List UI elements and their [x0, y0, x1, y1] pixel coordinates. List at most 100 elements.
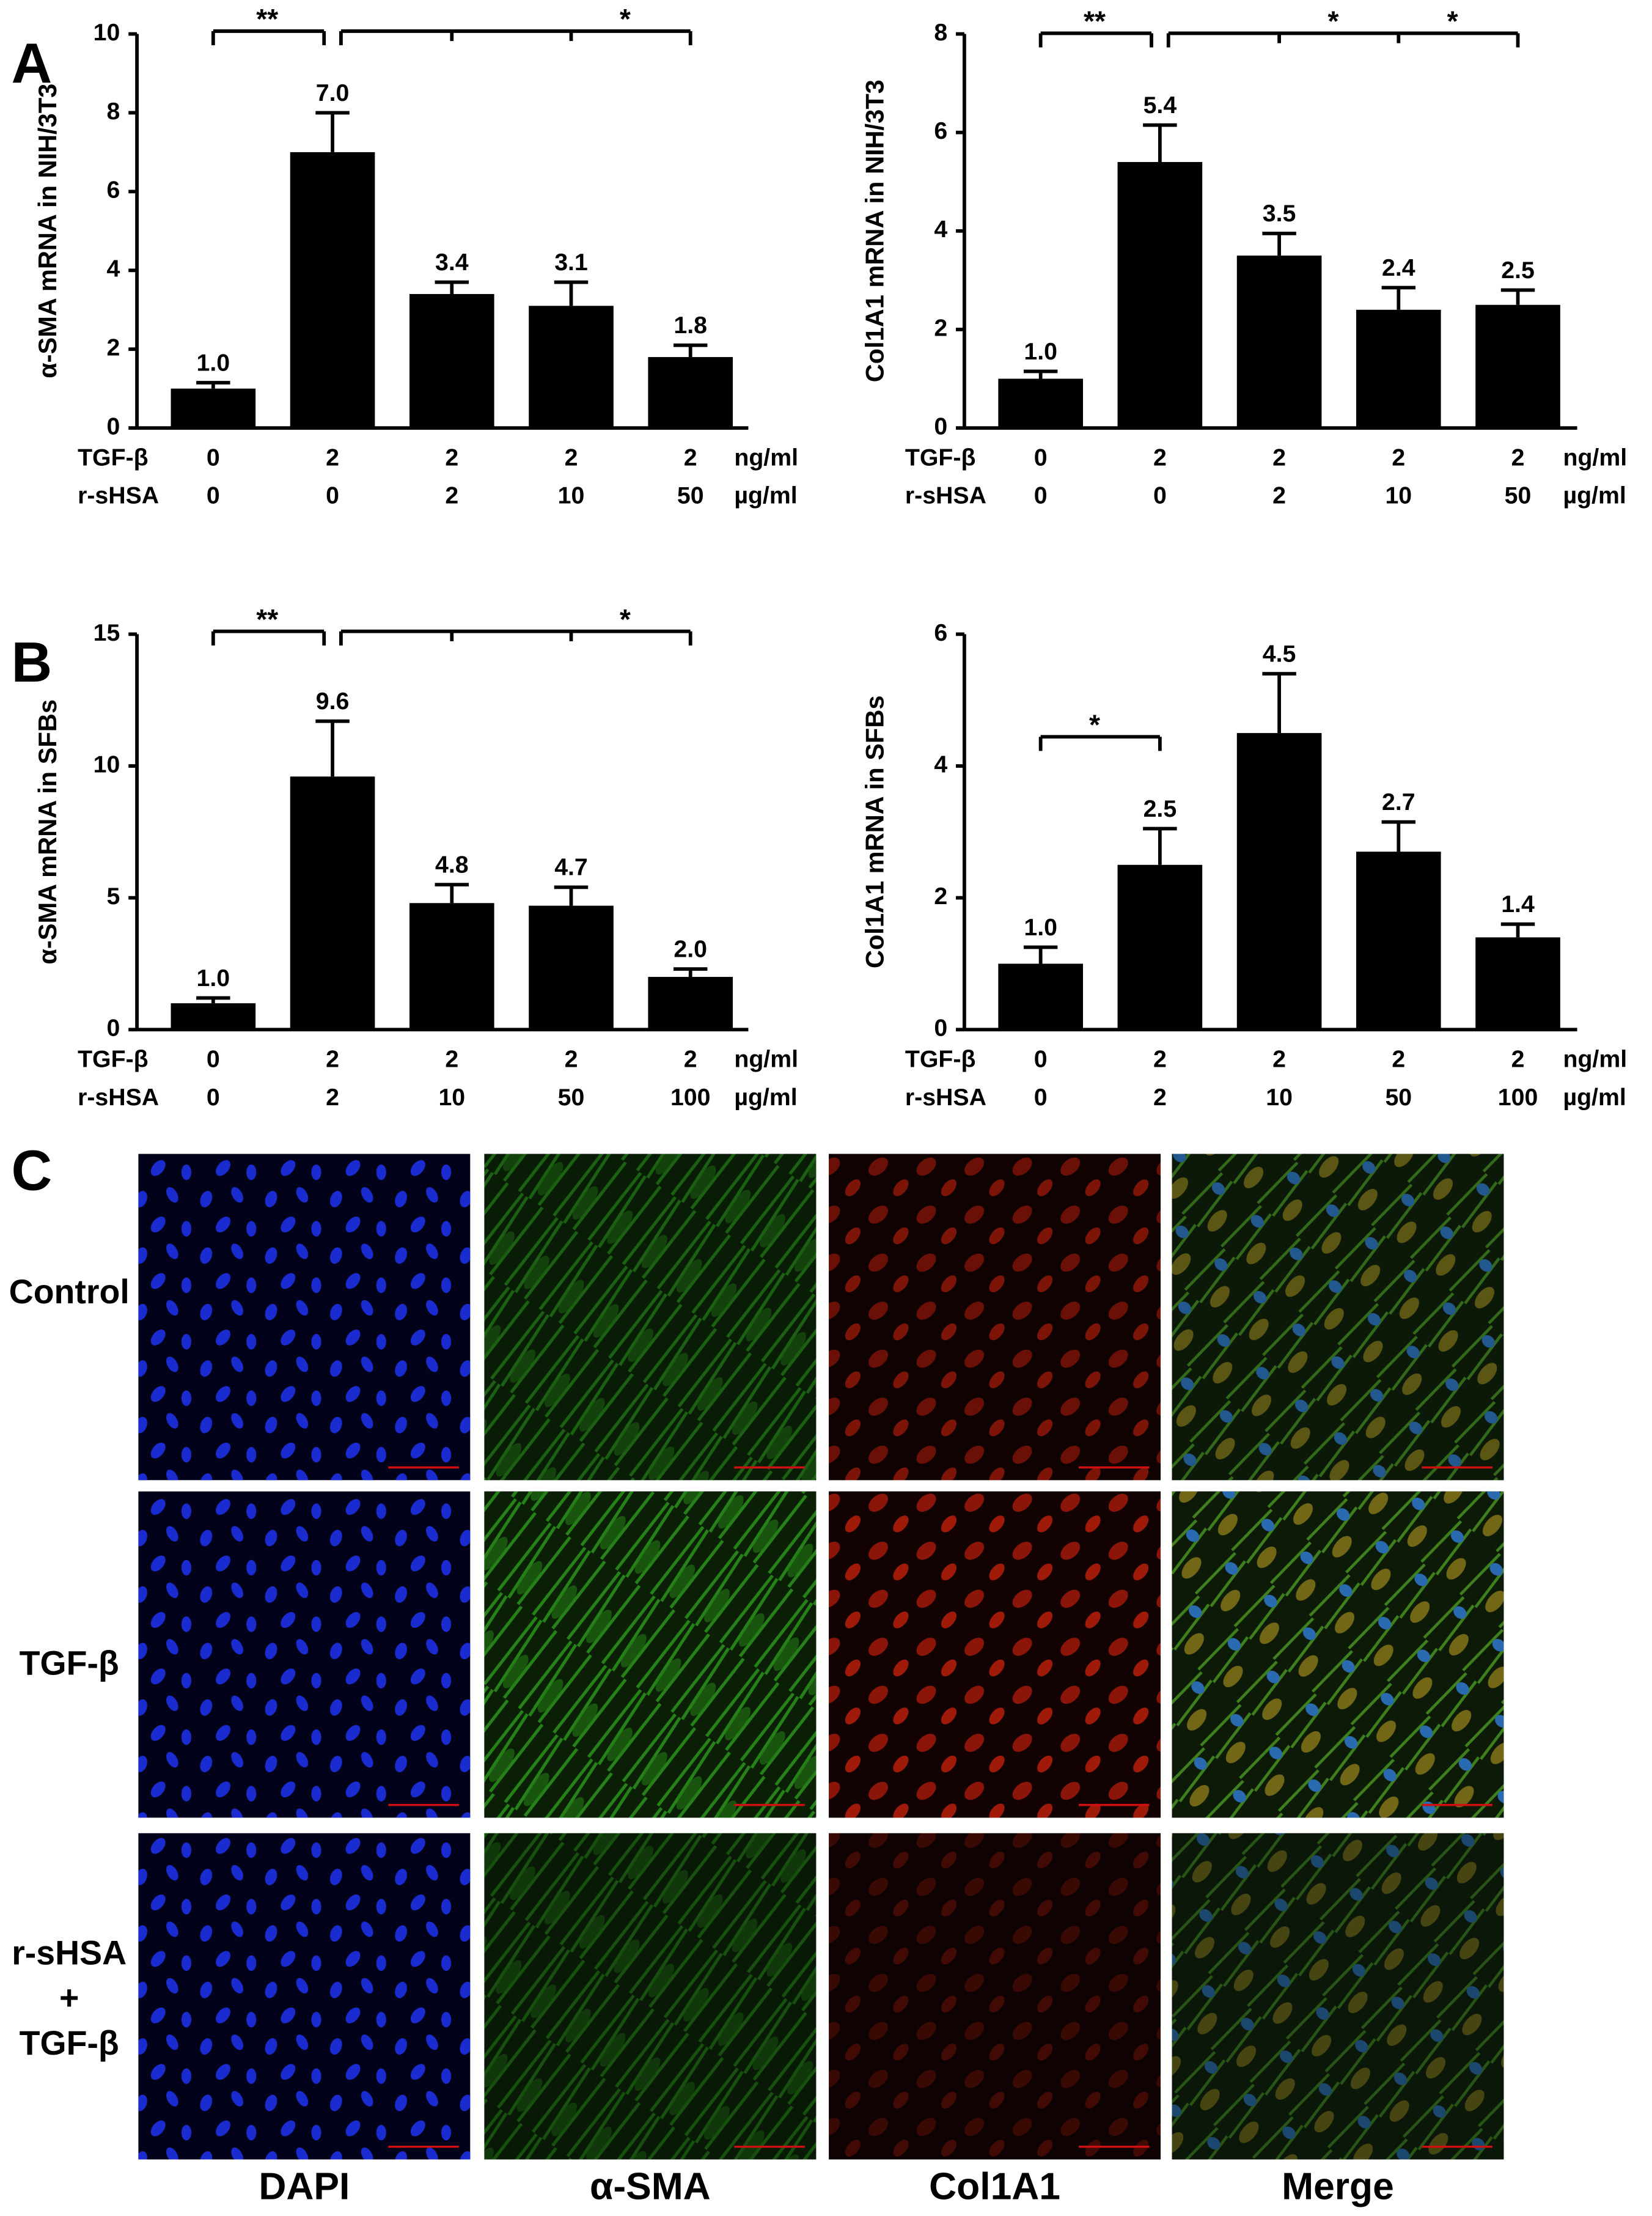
bar [648, 357, 733, 429]
y-tick-label: 0 [107, 413, 120, 440]
value-label: 2.0 [674, 935, 707, 962]
micrograph-texture [829, 1154, 1161, 1481]
condition-name: r-sHSA [905, 482, 986, 509]
y-tick-label: 6 [107, 177, 120, 204]
value-label: 3.4 [435, 249, 469, 276]
micrograph-texture [484, 1154, 817, 1481]
condition-level: 0 [1034, 482, 1048, 509]
condition-unit: µg/ml [1563, 1084, 1626, 1111]
y-tick-label: 10 [94, 19, 120, 46]
micrograph-texture [1172, 1154, 1504, 1481]
y-tick-label: 15 [94, 619, 120, 646]
condition-name: TGF-β [905, 444, 976, 471]
condition-level: 50 [1385, 1084, 1412, 1111]
y-tick-label: 6 [934, 619, 947, 646]
value-label: 3.1 [554, 249, 588, 276]
condition-level: 2 [565, 444, 578, 471]
bar [1356, 852, 1441, 1030]
condition-level: 0 [207, 444, 220, 471]
value-label: 1.0 [197, 965, 230, 992]
condition-name: r-sHSA [78, 482, 159, 509]
value-label: 4.8 [435, 851, 469, 878]
y-axis-label: α-SMA mRNA in SFBs [33, 699, 62, 965]
condition-level: 2 [326, 1084, 339, 1111]
condition-level: 2 [326, 444, 339, 471]
y-tick-label: 6 [934, 117, 947, 144]
value-label: 2.4 [1382, 254, 1415, 281]
value-label: 7.0 [316, 79, 350, 106]
value-label: 9.6 [316, 688, 350, 715]
condition-name: r-sHSA [78, 1084, 159, 1111]
condition-level: 10 [1266, 1084, 1293, 1111]
value-label: 3.5 [1263, 200, 1296, 227]
value-label: 2.5 [1501, 257, 1535, 284]
y-tick-label: 4 [107, 256, 120, 282]
condition-level: 0 [1153, 482, 1167, 509]
condition-level: 2 [1272, 1045, 1286, 1072]
condition-level: 10 [558, 482, 585, 509]
bar [1475, 304, 1560, 429]
micrograph-texture [484, 1491, 817, 1818]
value-label: 2.7 [1382, 789, 1415, 815]
column-label: α-SMA [590, 2165, 711, 2207]
condition-unit: µg/ml [734, 1084, 797, 1111]
bar [1236, 256, 1322, 429]
column-label: Merge [1282, 2165, 1394, 2207]
condition-name: r-sHSA [905, 1084, 986, 1111]
bar [1236, 733, 1322, 1030]
bar [998, 963, 1083, 1030]
panel-label: B [11, 630, 52, 694]
bar [409, 293, 494, 429]
sig-label: * [1327, 5, 1338, 37]
micrograph-texture [829, 1491, 1161, 1818]
condition-level: 0 [207, 482, 220, 509]
condition-unit: ng/ml [734, 1045, 798, 1072]
condition-level: 0 [207, 1084, 220, 1111]
y-axis-label: α-SMA mRNA in NIH/3T3 [33, 84, 62, 378]
condition-name: TGF-β [905, 1045, 976, 1072]
condition-unit: ng/ml [734, 444, 798, 471]
micrograph-texture [138, 1833, 471, 2160]
row-label: TGF-β [20, 2024, 119, 2062]
y-tick-label: 0 [934, 1015, 947, 1042]
condition-level: 10 [1385, 482, 1412, 509]
value-label: 4.7 [554, 854, 588, 881]
condition-level: 50 [677, 482, 704, 509]
row-label: TGF-β [20, 1644, 119, 1682]
bar [171, 388, 256, 429]
row-label: r-sHSA [12, 1934, 127, 1971]
column-label: DAPI [259, 2165, 350, 2207]
bar [998, 378, 1083, 429]
value-label: 1.4 [1501, 891, 1535, 918]
condition-level: 2 [1392, 1045, 1405, 1072]
sig-label: * [620, 603, 631, 635]
micrograph-texture [138, 1491, 471, 1818]
condition-unit: µg/ml [1563, 482, 1626, 509]
condition-level: 2 [1511, 1045, 1525, 1072]
panel-label: A [11, 31, 52, 95]
row-label: Control [9, 1273, 130, 1311]
condition-level: 2 [1153, 1045, 1167, 1072]
micrograph-texture [1172, 1833, 1504, 2160]
y-tick-label: 8 [107, 98, 120, 125]
y-tick-label: 10 [94, 751, 120, 778]
micrograph-texture [1172, 1491, 1504, 1818]
condition-level: 2 [684, 444, 697, 471]
value-label: 2.5 [1144, 795, 1177, 822]
condition-level: 50 [558, 1084, 585, 1111]
condition-unit: ng/ml [1563, 1045, 1627, 1072]
value-label: 1.0 [197, 349, 230, 376]
value-label: 1.0 [1024, 338, 1057, 365]
condition-level: 2 [684, 1045, 697, 1072]
condition-level: 0 [326, 482, 339, 509]
bar [290, 152, 375, 429]
condition-level: 10 [438, 1084, 465, 1111]
condition-level: 0 [207, 1045, 220, 1072]
condition-name: TGF-β [78, 1045, 149, 1072]
condition-level: 2 [1153, 1084, 1167, 1111]
condition-level: 100 [1498, 1084, 1538, 1111]
condition-level: 2 [1392, 444, 1405, 471]
bar [171, 1003, 256, 1030]
value-label: 5.4 [1144, 92, 1177, 119]
sig-label: * [1089, 709, 1100, 740]
